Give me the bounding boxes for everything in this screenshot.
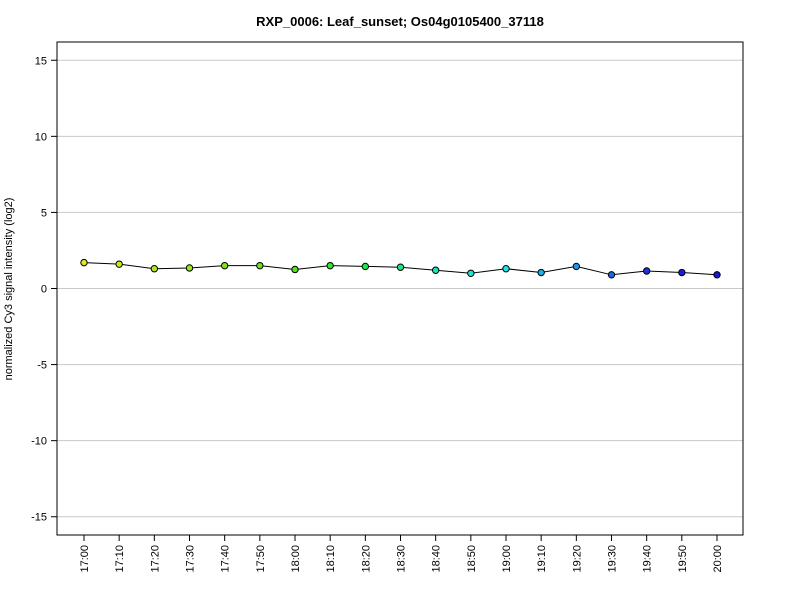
x-tick-label: 18:20 bbox=[360, 545, 372, 573]
grid bbox=[57, 59, 743, 518]
x-tick-label: 17:10 bbox=[114, 545, 126, 573]
data-point bbox=[467, 269, 475, 277]
data-point bbox=[678, 268, 686, 277]
y-axis-label: normalized Cy3 signal intensity (log2) bbox=[3, 198, 15, 381]
data-point bbox=[502, 265, 510, 273]
data-point bbox=[396, 263, 405, 271]
data-point bbox=[713, 271, 721, 279]
y-tick-label: 0 bbox=[41, 284, 47, 296]
data-point bbox=[361, 262, 370, 271]
x-tick-label: 18:40 bbox=[431, 545, 443, 573]
data-point bbox=[326, 261, 334, 270]
y-tick-label: 5 bbox=[41, 207, 47, 219]
y-tick-label: -10 bbox=[31, 436, 47, 448]
data-point bbox=[537, 268, 545, 277]
y-tick-label: 10 bbox=[35, 131, 47, 143]
data-point bbox=[220, 261, 229, 270]
x-tick-label: 19:40 bbox=[642, 545, 654, 573]
y-tick-label: -15 bbox=[31, 512, 47, 524]
y-tick-label: 15 bbox=[35, 55, 47, 67]
x-tick-label: 17:30 bbox=[185, 545, 197, 573]
x-axis: 17:00 17:10 17:20 17:30 17:40 17:50 18:00 18:10… bbox=[79, 535, 724, 573]
x-tick-label: 17:00 bbox=[79, 545, 91, 573]
x-tick-label: 17:40 bbox=[220, 545, 232, 573]
x-tick-label: 19:50 bbox=[677, 545, 689, 573]
y-tick-label: -5 bbox=[37, 360, 47, 372]
x-tick-label: 18:10 bbox=[325, 545, 337, 573]
x-tick-label: 19:10 bbox=[536, 545, 548, 573]
data-point bbox=[256, 261, 264, 270]
x-tick-label: 19:00 bbox=[501, 545, 513, 573]
data-point bbox=[291, 265, 299, 274]
x-tick-label: 20:00 bbox=[712, 545, 724, 573]
x-tick-label: 19:30 bbox=[607, 545, 619, 573]
x-tick-label: 17:50 bbox=[255, 545, 267, 573]
data-point bbox=[150, 265, 159, 273]
x-tick-label: 18:50 bbox=[466, 545, 478, 573]
x-tick-label: 19:20 bbox=[571, 545, 583, 573]
data-point bbox=[607, 271, 616, 279]
x-tick-label: 17:20 bbox=[149, 545, 161, 573]
data-point bbox=[185, 264, 194, 272]
chart-title: RXP_0006: Leaf_sunset; Os04g0105400_3711… bbox=[256, 14, 544, 29]
x-tick-label: 18:00 bbox=[290, 545, 302, 573]
data-point bbox=[431, 266, 440, 274]
data-point bbox=[642, 267, 651, 275]
data-point bbox=[115, 260, 123, 268]
series bbox=[80, 258, 721, 279]
data-point bbox=[572, 262, 581, 271]
x-tick-label: 18:30 bbox=[396, 545, 408, 573]
y-axis: -15 -10 -5 0 5 10 15 bbox=[31, 55, 57, 524]
data-point bbox=[80, 258, 88, 267]
